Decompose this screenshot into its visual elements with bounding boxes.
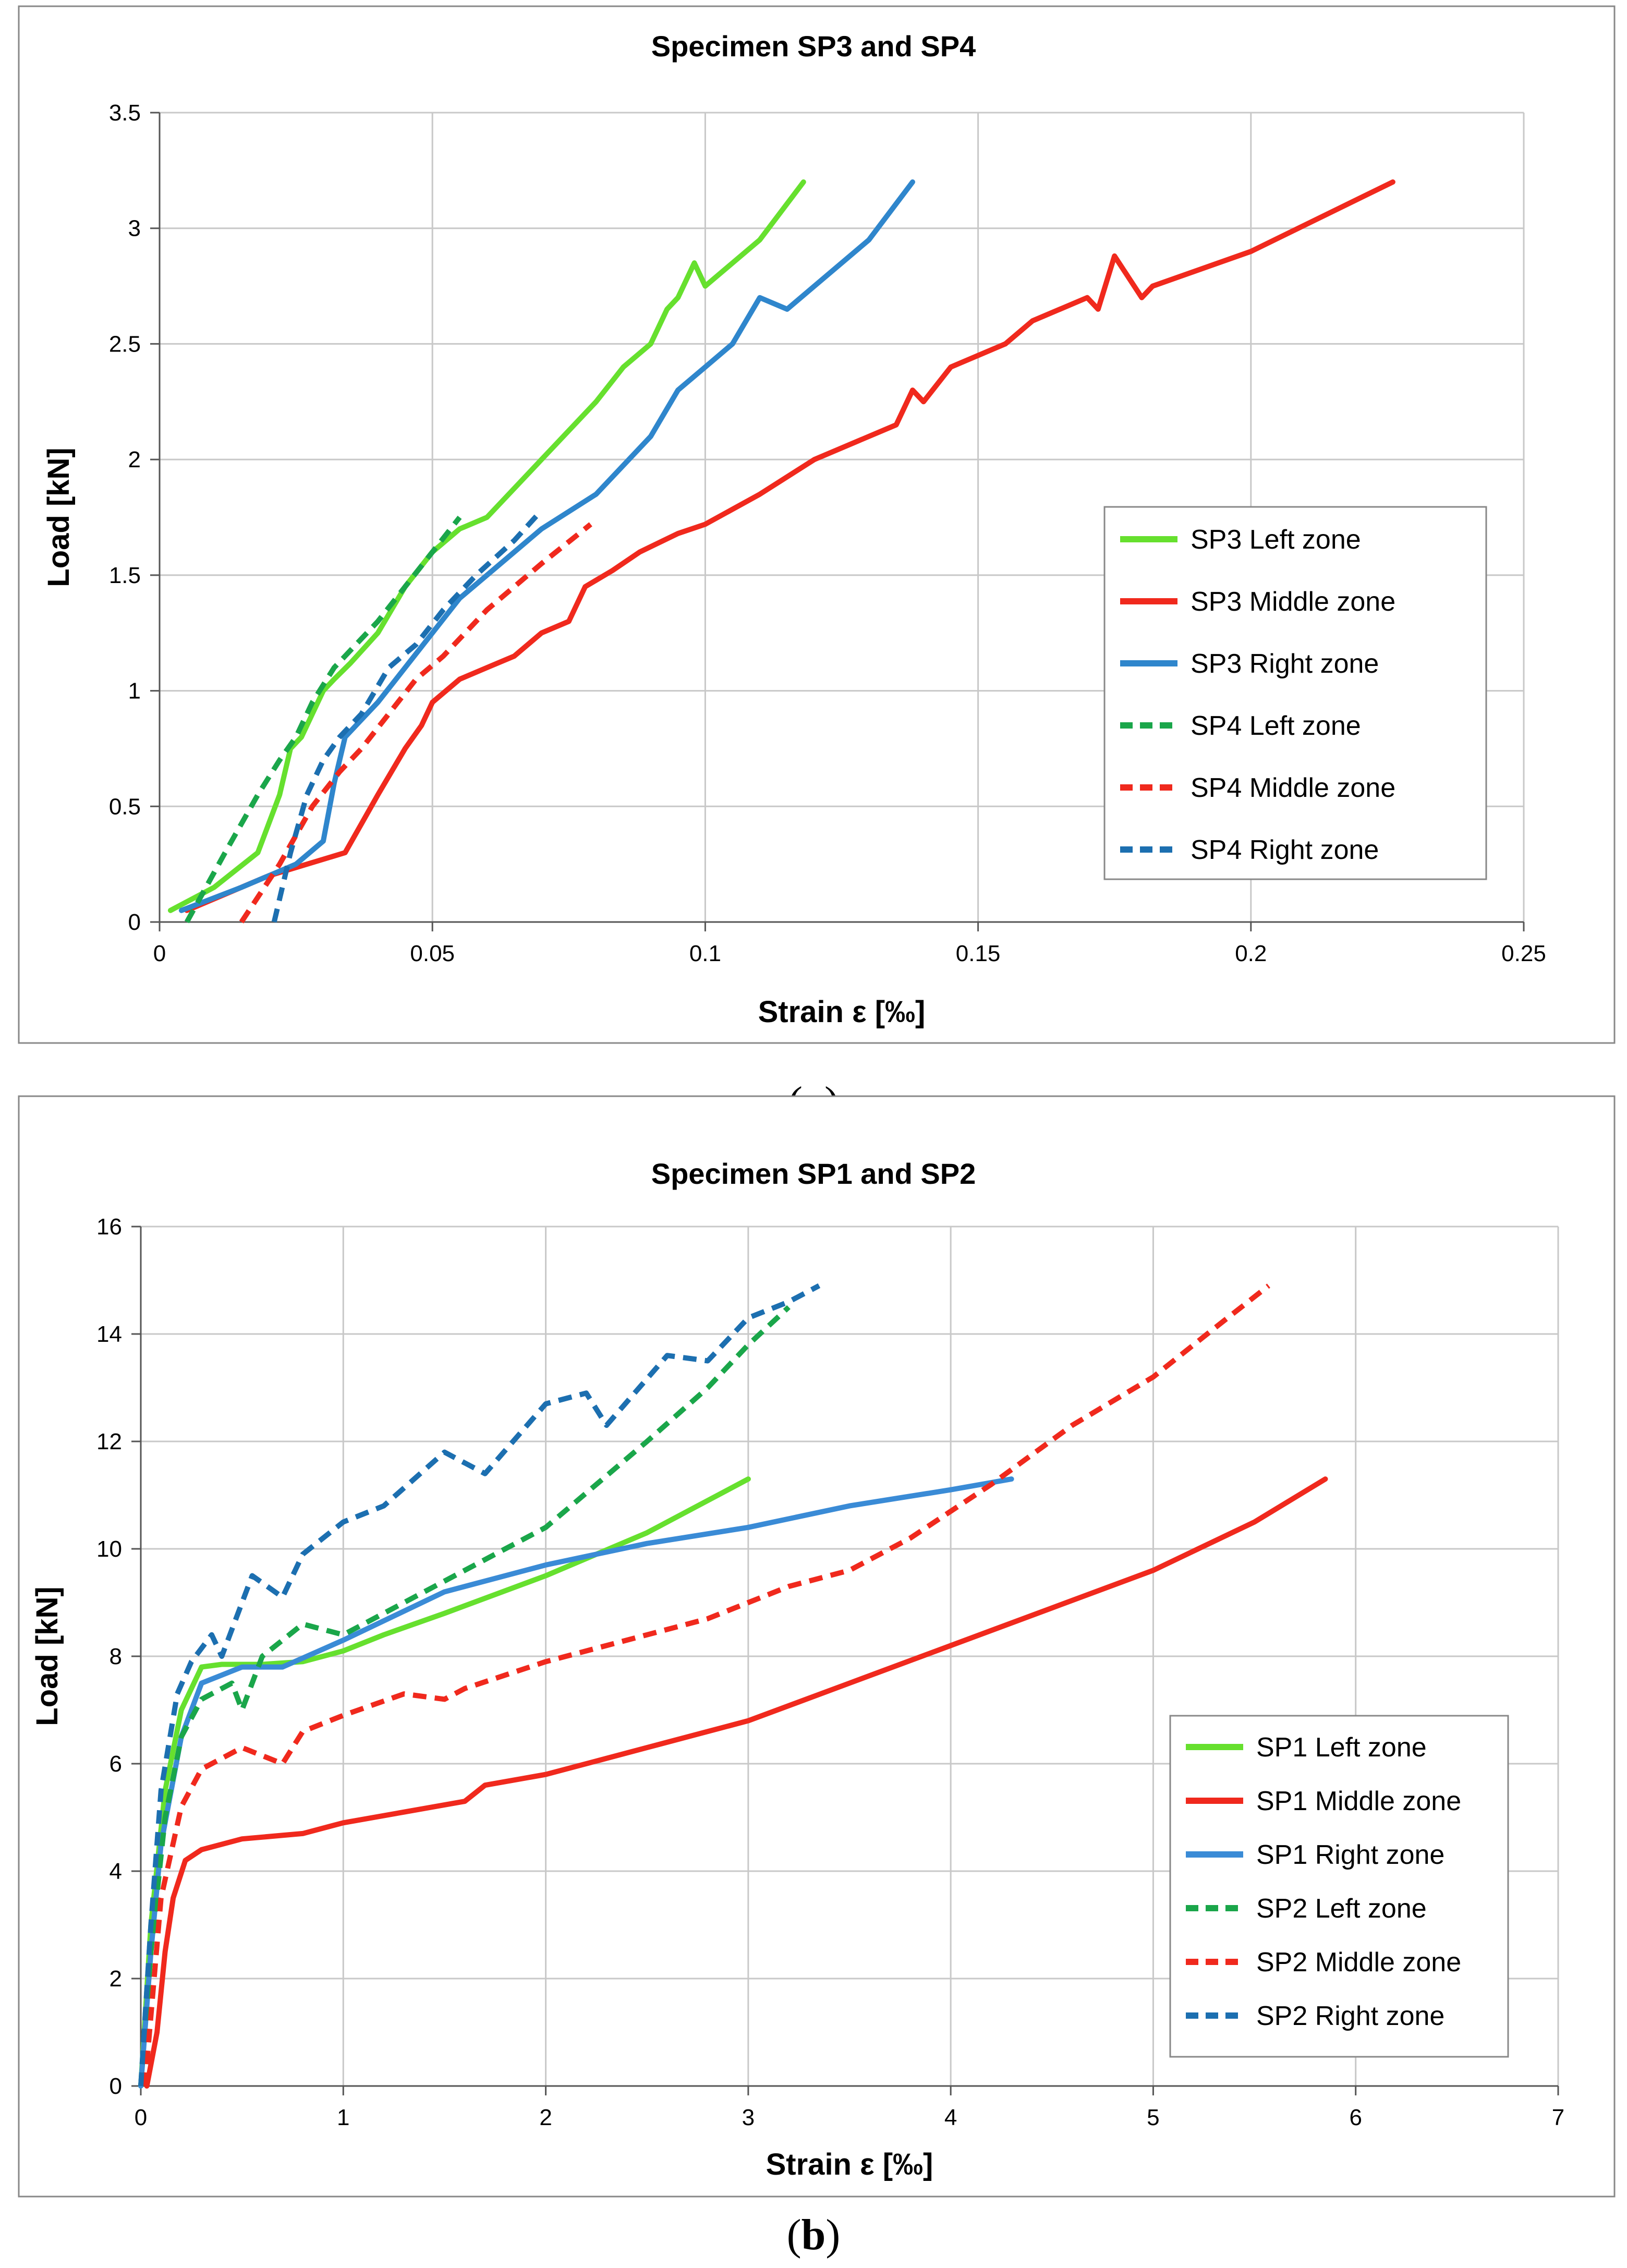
caption-b-letter: b: [801, 2211, 826, 2259]
legend-label: SP2 Left zone: [1256, 1894, 1427, 1924]
series-line-sp3-middle-zone: [184, 179, 1395, 913]
series-line-sp4-middle-zone: [239, 522, 592, 924]
y-tick-label: 6: [110, 1751, 122, 1777]
legend-label: SP4 Left zone: [1191, 711, 1361, 741]
x-tick-label: 2: [539, 2105, 552, 2130]
series-line-sp1-left-zone: [138, 1476, 751, 2089]
series-line-sp2-middle-zone: [142, 1283, 1270, 2087]
caption-b: (b): [786, 2211, 841, 2259]
legend-label: SP4 Middle zone: [1191, 773, 1395, 803]
y-tick-label: 1.5: [109, 563, 141, 588]
x-tick-label: 0.15: [956, 941, 1001, 966]
x-tick-label: 0.2: [1235, 941, 1267, 966]
legend-label: SP2 Middle zone: [1256, 1947, 1461, 1978]
series-line-sp4-left-zone: [184, 515, 462, 924]
legend-box: [1103, 506, 1487, 880]
chart-title: Specimen SP3 and SP4: [651, 30, 976, 63]
y-tick-label: 14: [96, 1321, 122, 1347]
legend-label: SP3 Middle zone: [1191, 587, 1395, 617]
x-tick-label: 0.05: [410, 941, 455, 966]
x-tick-label: 0.25: [1501, 941, 1546, 966]
x-tick-label: 4: [944, 2105, 957, 2130]
chart-a-svg: Specimen SP3 and SP4 0 0.05 0.1 0.15 0.2 0.25 0…: [18, 5, 1616, 1044]
y-tick-label: 3: [128, 216, 141, 241]
legend: SP3 Left zone SP3 Middle zone SP3 Right zo…: [1103, 506, 1487, 880]
y-tick-label: 1: [128, 678, 141, 704]
series-line-sp1-middle-zone: [144, 1476, 1328, 2089]
x-tick-label: 1: [337, 2105, 349, 2130]
legend-label: SP4 Right zone: [1191, 835, 1379, 865]
y-tick-label: 2: [110, 1966, 122, 1992]
y-tick-label: 12: [96, 1429, 122, 1454]
x-tick-label: 6: [1349, 2105, 1362, 2130]
y-tick-label: 0.5: [109, 794, 141, 819]
y-axis-label: Load [kN]: [42, 447, 76, 587]
x-axis-label: Strain ε [‰]: [766, 2148, 933, 2181]
series-line-sp4-right-zone: [271, 508, 544, 923]
legend-label: SP1 Right zone: [1256, 1840, 1444, 1870]
x-tick-label: 3: [742, 2105, 755, 2130]
y-gridlines: [131, 1226, 1558, 2087]
series-lines: [138, 1283, 1328, 2089]
legend-label: SP1 Middle zone: [1256, 1786, 1461, 1816]
y-tick-label: 4: [110, 1859, 122, 1884]
x-tick-label: 0.1: [689, 941, 721, 966]
chart-title: Specimen SP1 and SP2: [651, 1157, 976, 1190]
y-axis-label: Load [kN]: [30, 1586, 64, 1726]
y-tick-label: 0: [128, 909, 141, 935]
series-lines: [167, 179, 1395, 924]
legend-label: SP3 Right zone: [1191, 649, 1379, 679]
y-tick-label: 3.5: [109, 100, 141, 126]
legend: SP1 Left zone SP1 Middle zone SP1 Right zo…: [1169, 1715, 1509, 2058]
y-tick-label: 2.5: [109, 331, 141, 357]
legend-box: [1169, 1715, 1509, 2058]
series-line-sp2-right-zone: [138, 1283, 821, 2087]
y-tick-label: 16: [96, 1214, 122, 1240]
legend-label: SP1 Left zone: [1256, 1732, 1427, 1763]
x-tick-label: 0: [153, 941, 166, 966]
series-line-sp2-left-zone: [138, 1305, 791, 2087]
y-tick-label: 0: [110, 2073, 122, 2099]
x-tick-label: 7: [1552, 2105, 1564, 2130]
y-tick-label: 2: [128, 447, 141, 472]
x-tick-label: 5: [1147, 2105, 1159, 2130]
series-line-sp3-right-zone: [178, 179, 915, 913]
y-tick-label: 10: [96, 1536, 122, 1562]
y-tick-label: 8: [110, 1644, 122, 1669]
series-line-sp1-right-zone: [138, 1476, 1014, 2089]
x-axis-label: Strain ε [‰]: [758, 995, 926, 1029]
chart-panel-b: Specimen SP1 and SP2 0 1 2 3 4 5 6 7 0 2 4 6 8 10 12 14 1…: [0, 1090, 1627, 2232]
x-tick-label: 0: [135, 2105, 147, 2130]
legend-label: SP3 Left zone: [1191, 525, 1361, 555]
chart-panel-a: Specimen SP3 and SP4 0 0.05 0.1 0.15 0.2 0.25 0…: [0, 0, 1627, 1064]
legend-label: SP2 Right zone: [1256, 2001, 1444, 2031]
